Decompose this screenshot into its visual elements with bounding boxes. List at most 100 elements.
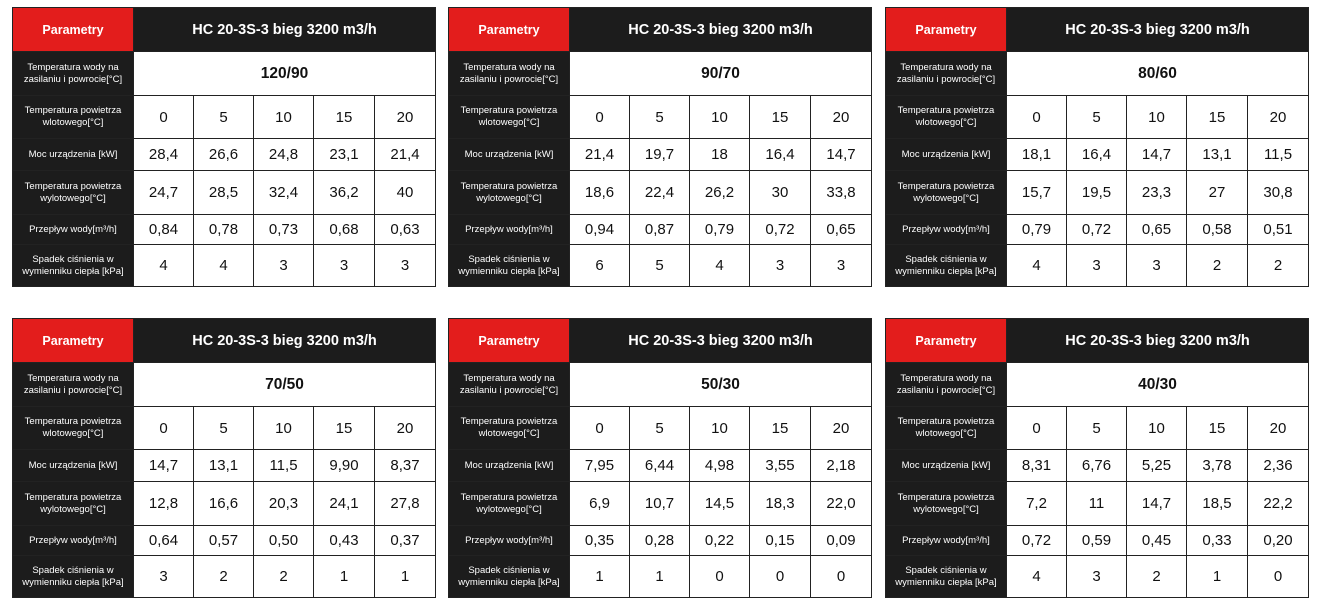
air-inlet-cell: 15	[749, 406, 811, 450]
air-outlet-cell: 15,7	[1006, 170, 1067, 215]
water-flow-cell: 0,72	[749, 214, 811, 245]
air-inlet-cell: 20	[1246, 406, 1310, 450]
pressure-drop-cell: 3	[1066, 555, 1127, 598]
air-outlet-cell: 27	[1186, 170, 1248, 215]
parameter-table: Parametry HC 20-3S-3 bieg 3200 m3/h Temper…	[448, 7, 873, 287]
water-flow-cell: 0,79	[689, 214, 750, 245]
power-cell: 5,25	[1126, 449, 1187, 482]
parameter-table: Parametry HC 20-3S-3 bieg 3200 m3/h Temper…	[12, 318, 437, 598]
power-label: Moc urządzenia [kW]	[885, 138, 1007, 171]
power-cell: 26,6	[193, 138, 254, 171]
pressure-drop-cell: 3	[749, 244, 811, 287]
water-flow-cell: 0,73	[253, 214, 314, 245]
air-inlet-cell: 20	[373, 406, 437, 450]
water-flow-cell: 0,09	[809, 525, 873, 556]
power-cell: 24,8	[253, 138, 314, 171]
water-flow-cell: 0,84	[133, 214, 194, 245]
pressure-drop-cell: 3	[253, 244, 314, 287]
air-inlet-cell: 5	[1066, 406, 1127, 450]
air-inlet-cell: 10	[689, 95, 750, 139]
air-inlet-cell: 20	[1246, 95, 1310, 139]
air-inlet-cell: 0	[133, 406, 194, 450]
parameter-table: Parametry HC 20-3S-3 bieg 3200 m3/h Temper…	[448, 318, 873, 598]
air-outlet-cell: 23,3	[1126, 170, 1187, 215]
air-outlet-cell: 26,2	[689, 170, 750, 215]
water-temp-label: Temperatura wody na zasilaniu i powrocie…	[885, 51, 1007, 96]
pressure-drop-cell: 1	[1186, 555, 1248, 598]
air-outlet-cell: 30	[749, 170, 811, 215]
water-flow-cell: 0,45	[1126, 525, 1187, 556]
water-flow-cell: 0,37	[373, 525, 437, 556]
air-inlet-cell: 10	[1126, 406, 1187, 450]
air-inlet-label: Temperatura powietrza wlotowego[°C]	[885, 95, 1007, 139]
pressure-drop-cell: 4	[1006, 244, 1067, 287]
parameters-header: Parametry	[885, 7, 1007, 52]
model-header: HC 20-3S-3 bieg 3200 m3/h	[132, 7, 437, 52]
pressure-drop-cell: 0	[749, 555, 811, 598]
water-flow-cell: 0,43	[313, 525, 375, 556]
water-temp-value: 70/50	[132, 362, 437, 407]
air-outlet-cell: 10,7	[629, 481, 690, 526]
air-outlet-label: Temperatura powietrza wylotowego[°C]	[448, 481, 570, 526]
pressure-drop-cell: 2	[1186, 244, 1248, 287]
power-cell: 9,90	[313, 449, 375, 482]
air-outlet-cell: 18,5	[1186, 481, 1248, 526]
water-temp-value: 40/30	[1005, 362, 1310, 407]
water-flow-cell: 0,22	[689, 525, 750, 556]
air-outlet-cell: 22,0	[809, 481, 873, 526]
parameter-table: Parametry HC 20-3S-3 bieg 3200 m3/h Temper…	[12, 7, 437, 287]
water-flow-cell: 0,64	[133, 525, 194, 556]
power-cell: 21,4	[373, 138, 437, 171]
pressure-drop-cell: 2	[193, 555, 254, 598]
pressure-drop-cell: 3	[313, 244, 375, 287]
air-outlet-label: Temperatura powietrza wylotowego[°C]	[12, 170, 134, 215]
air-outlet-cell: 22,2	[1246, 481, 1310, 526]
pressure-drop-cell: 6	[569, 244, 630, 287]
air-outlet-cell: 22,4	[629, 170, 690, 215]
parameters-header: Parametry	[448, 7, 570, 52]
pressure-drop-cell: 4	[193, 244, 254, 287]
parameter-table: Parametry HC 20-3S-3 bieg 3200 m3/h Temper…	[885, 318, 1310, 598]
water-flow-cell: 0,68	[313, 214, 375, 245]
water-temp-label: Temperatura wody na zasilaniu i powrocie…	[12, 51, 134, 96]
power-cell: 16,4	[1066, 138, 1127, 171]
air-outlet-cell: 6,9	[569, 481, 630, 526]
pressure-drop-label: Spadek ciśnienia w wymienniku ciepła [kP…	[12, 555, 134, 598]
power-cell: 11,5	[253, 449, 314, 482]
power-cell: 8,37	[373, 449, 437, 482]
air-outlet-cell: 28,5	[193, 170, 254, 215]
power-cell: 23,1	[313, 138, 375, 171]
air-outlet-cell: 20,3	[253, 481, 314, 526]
water-temp-value: 50/30	[568, 362, 873, 407]
water-flow-cell: 0,78	[193, 214, 254, 245]
water-flow-label: Przepływ wody[m³/h]	[12, 214, 134, 245]
parameters-header: Parametry	[12, 318, 134, 363]
air-inlet-cell: 5	[193, 406, 254, 450]
water-flow-cell: 0,33	[1186, 525, 1248, 556]
water-flow-cell: 0,15	[749, 525, 811, 556]
power-cell: 18	[689, 138, 750, 171]
model-header: HC 20-3S-3 bieg 3200 m3/h	[568, 7, 873, 52]
air-outlet-cell: 36,2	[313, 170, 375, 215]
air-inlet-label: Temperatura powietrza wlotowego[°C]	[12, 95, 134, 139]
air-outlet-cell: 27,8	[373, 481, 437, 526]
power-cell: 13,1	[1186, 138, 1248, 171]
water-flow-cell: 0,20	[1246, 525, 1310, 556]
water-flow-label: Przepływ wody[m³/h]	[885, 525, 1007, 556]
pressure-drop-cell: 5	[629, 244, 690, 287]
pressure-drop-cell: 3	[1126, 244, 1187, 287]
water-flow-cell: 0,50	[253, 525, 314, 556]
power-label: Moc urządzenia [kW]	[12, 449, 134, 482]
water-flow-label: Przepływ wody[m³/h]	[448, 214, 570, 245]
air-inlet-cell: 20	[809, 95, 873, 139]
air-outlet-cell: 14,7	[1126, 481, 1187, 526]
pressure-drop-cell: 3	[373, 244, 437, 287]
pressure-drop-cell: 3	[133, 555, 194, 598]
air-outlet-cell: 14,5	[689, 481, 750, 526]
parameters-header: Parametry	[448, 318, 570, 363]
air-inlet-cell: 20	[373, 95, 437, 139]
pressure-drop-cell: 1	[629, 555, 690, 598]
air-inlet-cell: 0	[133, 95, 194, 139]
power-label: Moc urządzenia [kW]	[885, 449, 1007, 482]
air-inlet-cell: 0	[569, 95, 630, 139]
